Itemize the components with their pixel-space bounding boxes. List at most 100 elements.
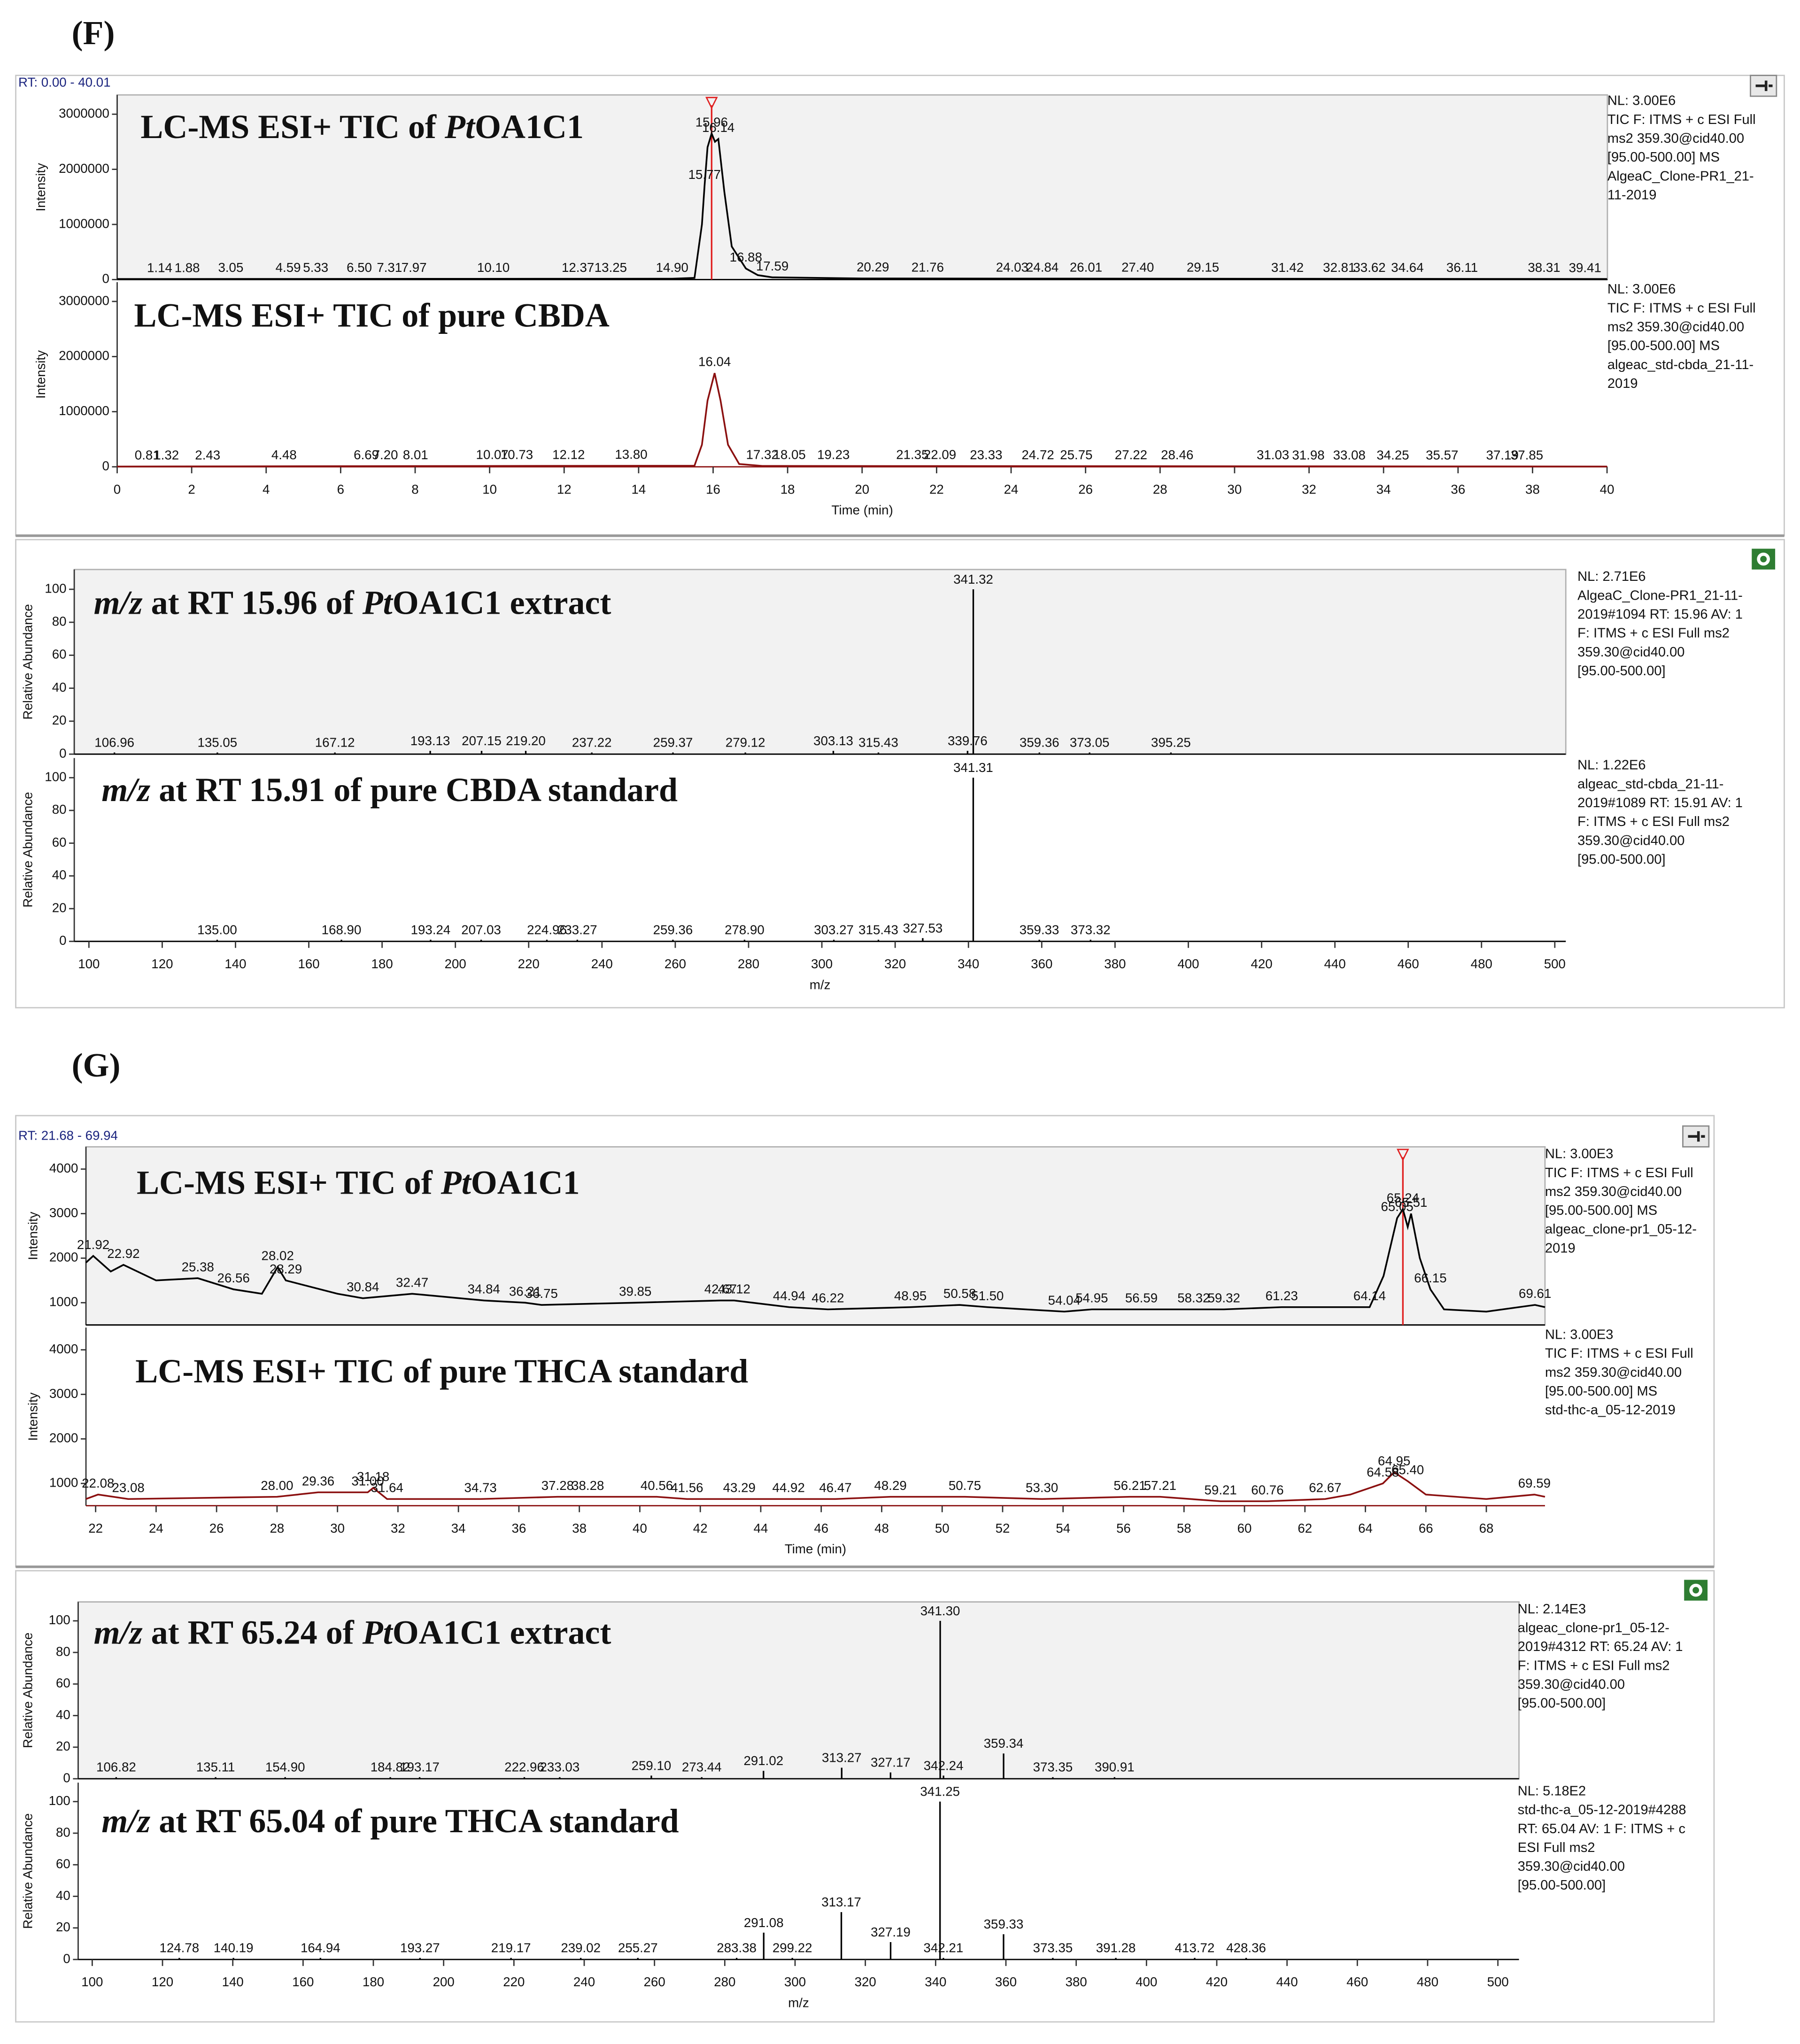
info-line: [95.00-500.00] MS [1545, 1384, 1657, 1399]
peak-label: 64.95 [1378, 1454, 1410, 1468]
info-line: NL: 2.14E3 [1518, 1602, 1586, 1617]
title-part: m/z [94, 584, 143, 621]
x-tick-label: 36 [1451, 482, 1465, 496]
peak-label: 140.19 [214, 1941, 254, 1955]
title-part: LC-MS ESI+ TIC of [140, 108, 445, 145]
peak-label: 327.17 [871, 1755, 911, 1770]
x-tick-label: 120 [152, 1975, 173, 1989]
view-icon [1684, 1580, 1708, 1601]
y-tick-label: 40 [56, 1888, 70, 1903]
info-line: 359.30@cid40.00 [1577, 833, 1684, 848]
y-tick-label: 4000 [49, 1161, 78, 1175]
peak-label: 106.82 [96, 1760, 136, 1774]
x-axis-label: Time (min) [785, 1542, 846, 1556]
peak-label: 34.64 [1391, 260, 1423, 275]
peak-label: 32.47 [396, 1275, 428, 1289]
x-tick-label: 380 [1066, 1975, 1087, 1989]
info-line: [95.00-500.00] MS [1607, 150, 1720, 165]
peak-label: 259.37 [653, 735, 693, 749]
x-tick-label: 22 [88, 1521, 103, 1535]
x-tick-label: 0 [114, 482, 121, 496]
peak-label: 30.84 [347, 1280, 379, 1294]
info-line: 2019#4312 RT: 65.24 AV: 1 [1518, 1639, 1683, 1654]
y-tick-label: 0 [63, 1951, 70, 1966]
peak-label: 65.24 [1387, 1190, 1419, 1205]
chart-title: LC-MS ESI+ TIC of PtOA1C1 [137, 1164, 580, 1201]
title-part: at RT 15.96 of [143, 584, 363, 621]
peak-label: 164.94 [301, 1941, 340, 1955]
x-tick-label: 500 [1487, 1975, 1509, 1989]
peak-label: 359.33 [984, 1917, 1024, 1931]
chart-title: m/z at RT 15.91 of pure CBDA standard [101, 771, 678, 809]
peak-label: 43.12 [718, 1282, 750, 1296]
x-tick-label: 140 [224, 956, 246, 971]
title-part: OA1C1 [475, 108, 584, 145]
x-tick-label: 10 [482, 482, 497, 496]
peak-label: 48.29 [874, 1478, 907, 1493]
chart-title: LC-MS ESI+ TIC of pure CBDA [134, 296, 610, 334]
y-tick-label: 0 [63, 1770, 70, 1785]
peak-label: 34.84 [468, 1282, 500, 1296]
peak-label: 339.76 [948, 733, 988, 748]
title-part: LC-MS ESI+ TIC of pure THCA standard [135, 1352, 748, 1389]
x-tick-label: 260 [664, 956, 686, 971]
peak-label: 44.94 [773, 1288, 805, 1303]
info-line: AlgeaC_Clone-PR1_21-11- [1577, 588, 1743, 603]
x-tick-label: 38 [572, 1521, 587, 1535]
peak-label: 66.15 [1414, 1271, 1446, 1285]
peak-label: 14.90 [656, 260, 688, 275]
info-line: AlgeaC_Clone-PR1_21- [1607, 169, 1754, 184]
peak-label: 46.47 [819, 1481, 851, 1495]
info-line: algeac_std-cbda_21-11- [1577, 777, 1723, 792]
peak-label: 1.14 [147, 260, 172, 275]
x-tick-label: 68 [1479, 1521, 1494, 1535]
x-tick-label: 2 [188, 482, 195, 496]
peak-label: 31.98 [1292, 447, 1324, 462]
peak-label: 12.37 [562, 260, 594, 275]
peak-label: 24.84 [1026, 260, 1058, 274]
peak-label: 19.23 [817, 447, 850, 462]
peak-label: 44.92 [773, 1481, 805, 1495]
y-tick-label: 100 [49, 1612, 70, 1627]
peak-label: 135.05 [198, 735, 238, 749]
peak-label: 26.56 [217, 1271, 250, 1285]
x-tick-label: 360 [1031, 956, 1052, 971]
peak-label: 59.32 [1208, 1291, 1240, 1305]
peak-label: 36.11 [1446, 260, 1478, 275]
y-tick-label: 0 [102, 271, 109, 286]
info-line: 2019 [1607, 376, 1638, 391]
peak-label: 12.12 [552, 447, 585, 462]
x-tick-label: 58 [1177, 1521, 1191, 1535]
x-tick-label: 24 [1004, 482, 1019, 496]
info-line: 2019#1094 RT: 15.96 AV: 1 [1577, 607, 1743, 622]
peak-label: 315.43 [858, 735, 898, 749]
y-axis-label: Relative Abundance [21, 792, 35, 907]
info-line: NL: 3.00E3 [1545, 1147, 1613, 1162]
x-tick-label: 48 [874, 1521, 889, 1535]
x-tick-label: 220 [503, 1975, 525, 1989]
peak-label: 26.01 [1070, 260, 1102, 275]
info-line: NL: 1.22E6 [1577, 758, 1645, 773]
x-tick-label: 66 [1419, 1521, 1433, 1535]
plot-area [74, 758, 1566, 941]
peak-label: 18.05 [773, 447, 805, 462]
x-tick-label: 44 [754, 1521, 768, 1535]
info-line: [95.00-500.00] [1577, 663, 1665, 679]
peak-label: 154.90 [265, 1760, 305, 1774]
title-part: m/z [94, 1613, 143, 1651]
x-tick-label: 36 [512, 1521, 526, 1535]
x-tick-label: 26 [1078, 482, 1093, 496]
peak-label: 21.76 [912, 260, 944, 274]
y-tick-label: 0 [59, 933, 66, 948]
peak-label: 23.08 [112, 1481, 145, 1495]
panel-label: (F) [72, 14, 115, 52]
x-tick-label: 100 [81, 1975, 103, 1989]
peak-label: 5.33 [303, 260, 328, 275]
y-axis-label: Intensity [33, 350, 48, 399]
peak-label: 327.53 [903, 921, 943, 935]
info-line: [95.00-500.00] [1518, 1878, 1606, 1893]
peak-label: 21.92 [77, 1237, 109, 1252]
peak-label: 313.17 [821, 1895, 861, 1909]
peak-label: 327.19 [871, 1925, 911, 1939]
y-tick-label: 0 [102, 458, 109, 473]
